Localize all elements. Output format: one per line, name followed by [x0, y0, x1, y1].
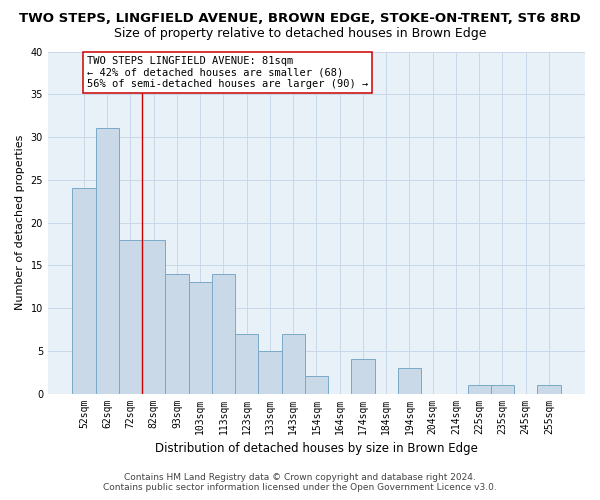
Y-axis label: Number of detached properties: Number of detached properties	[15, 135, 25, 310]
Text: TWO STEPS LINGFIELD AVENUE: 81sqm
← 42% of detached houses are smaller (68)
56% : TWO STEPS LINGFIELD AVENUE: 81sqm ← 42% …	[87, 56, 368, 89]
Bar	[166, 274, 188, 394]
Bar	[491, 385, 514, 394]
Bar	[467, 385, 491, 394]
Bar	[259, 351, 281, 394]
Bar	[235, 334, 259, 394]
Bar	[538, 385, 560, 394]
Bar	[95, 128, 119, 394]
Bar	[281, 334, 305, 394]
Bar	[73, 188, 95, 394]
Text: Contains HM Land Registry data © Crown copyright and database right 2024.
Contai: Contains HM Land Registry data © Crown c…	[103, 473, 497, 492]
Bar	[142, 240, 166, 394]
X-axis label: Distribution of detached houses by size in Brown Edge: Distribution of detached houses by size …	[155, 442, 478, 455]
Text: TWO STEPS, LINGFIELD AVENUE, BROWN EDGE, STOKE-ON-TRENT, ST6 8RD: TWO STEPS, LINGFIELD AVENUE, BROWN EDGE,…	[19, 12, 581, 26]
Bar	[188, 282, 212, 394]
Bar	[119, 240, 142, 394]
Bar	[398, 368, 421, 394]
Bar	[305, 376, 328, 394]
Bar	[212, 274, 235, 394]
Bar	[352, 360, 374, 394]
Text: Size of property relative to detached houses in Brown Edge: Size of property relative to detached ho…	[114, 28, 486, 40]
